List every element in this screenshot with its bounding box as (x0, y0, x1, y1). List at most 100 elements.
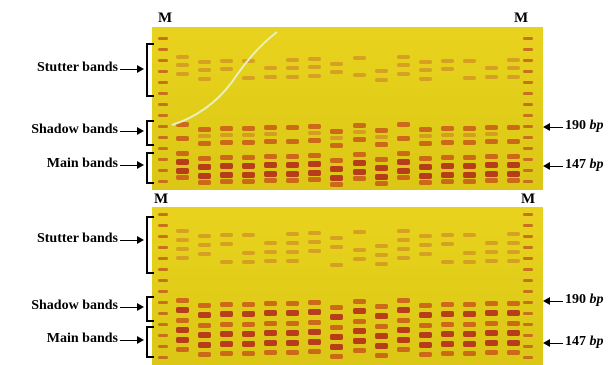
stutter-bracket-bottom (146, 216, 154, 274)
gel-band (308, 329, 322, 335)
gel-band (198, 323, 212, 328)
ladder-band (158, 224, 168, 227)
gel-band (264, 330, 278, 336)
gel-band (462, 331, 476, 337)
gel-band (462, 311, 476, 317)
gel-band (374, 304, 388, 309)
sample-lane (220, 207, 234, 365)
gel-band (220, 311, 234, 317)
gel-band (396, 318, 410, 323)
ladder-lane (523, 207, 533, 365)
size-arrow-190-bottom (543, 297, 563, 305)
gel-crack (171, 31, 278, 126)
sample-lane (264, 27, 278, 190)
gel-band (374, 128, 388, 133)
gel-band (352, 169, 366, 175)
gel-band (220, 140, 234, 145)
gel-band (462, 133, 476, 137)
gel-band (242, 233, 256, 237)
gel-band (220, 133, 234, 137)
gel-band (440, 67, 454, 71)
gel-band (440, 351, 454, 356)
gel-band (462, 351, 476, 356)
ladder-band (158, 81, 168, 84)
gel-band (176, 63, 189, 67)
gel-band (396, 298, 410, 303)
gel-band (462, 155, 476, 160)
sample-lane (264, 207, 278, 365)
gel-image-bottom (152, 207, 543, 365)
gel-band (484, 75, 498, 79)
gel-band (198, 77, 212, 81)
gel-band (308, 177, 322, 182)
gel-band (418, 141, 432, 146)
gel-band (484, 250, 498, 254)
ladder-band (523, 345, 533, 348)
ladder-band (158, 257, 168, 260)
ladder-band (158, 312, 168, 315)
gel-band (418, 312, 432, 318)
gel-band (330, 344, 344, 350)
ladder-band (158, 136, 168, 139)
gel-band (352, 130, 366, 134)
gel-band (462, 172, 476, 178)
gel-band (418, 180, 432, 185)
gel-band (264, 321, 278, 326)
gel-band (440, 331, 454, 337)
ladder-band (523, 70, 533, 73)
gel-band (308, 57, 322, 61)
gel-band (484, 301, 498, 306)
gel-band (462, 233, 476, 237)
gel-band (440, 341, 454, 347)
gel-band (286, 125, 300, 130)
sample-lane (507, 27, 520, 190)
gel-band (507, 66, 520, 70)
stutter-arrow-top (120, 65, 144, 73)
gel-band (374, 262, 388, 266)
ladder-band (158, 356, 168, 359)
gel-band (352, 299, 366, 304)
gel-band (220, 242, 234, 246)
gel-band (374, 165, 388, 171)
ladder-band (523, 323, 533, 326)
gel-band (198, 352, 212, 357)
gel-band (220, 155, 234, 160)
gel-band (264, 154, 278, 159)
gel-band (264, 259, 278, 263)
ladder-lane (158, 27, 168, 190)
gel-band (440, 140, 454, 145)
ladder-band (523, 136, 533, 139)
gel-band (220, 179, 234, 184)
sample-lane (396, 207, 410, 365)
gel-band (330, 314, 344, 320)
gel-band (242, 133, 256, 137)
gel-band (330, 70, 344, 74)
gel-band (242, 163, 256, 169)
gel-band (462, 302, 476, 307)
gel-band (308, 74, 322, 78)
gel-band (484, 154, 498, 159)
sample-lane (198, 27, 212, 190)
gel-band (507, 330, 520, 336)
ladder-band (158, 103, 168, 106)
gel-band (308, 300, 322, 305)
gel-band (264, 340, 278, 346)
gel-band (396, 307, 410, 313)
gel-band (418, 77, 432, 81)
gel-band (242, 172, 256, 178)
gel-band (308, 249, 322, 253)
gel-band (176, 159, 189, 165)
ladder-band (523, 103, 533, 106)
gel-band (264, 139, 278, 144)
gel-band (198, 252, 212, 256)
gel-band (264, 350, 278, 355)
gel-band (198, 234, 212, 238)
gel-band (308, 349, 322, 354)
gel-band (484, 139, 498, 144)
size-arrow-190-top (543, 123, 563, 131)
gel-band (308, 161, 322, 167)
gel-band (462, 140, 476, 145)
ladder-band (158, 70, 168, 73)
stutter-arrow-bottom (120, 236, 144, 244)
gel-band (176, 238, 189, 242)
